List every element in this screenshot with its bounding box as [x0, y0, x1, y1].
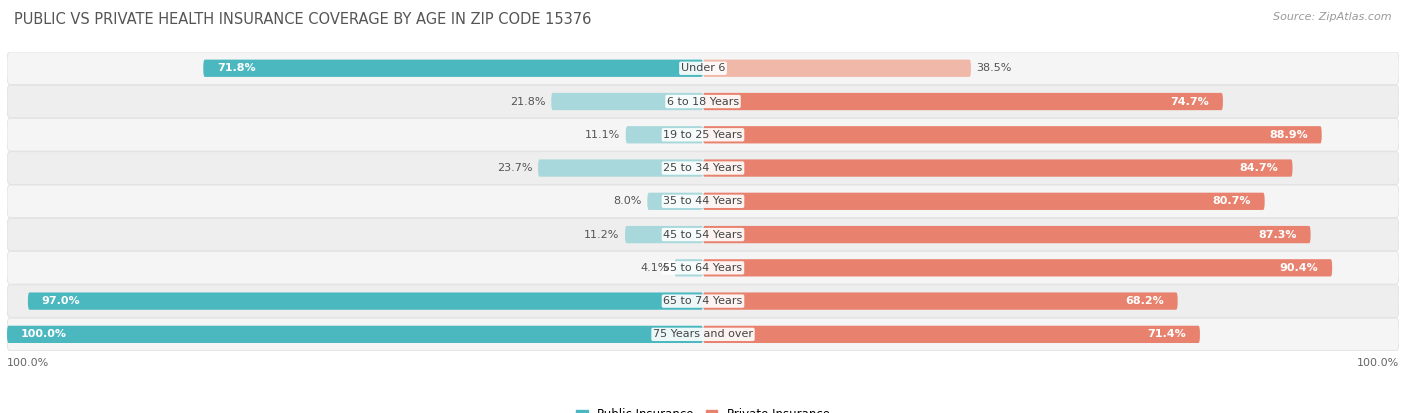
Text: 87.3%: 87.3%: [1258, 230, 1296, 240]
FancyBboxPatch shape: [7, 152, 1399, 184]
FancyBboxPatch shape: [703, 126, 1322, 143]
Text: 8.0%: 8.0%: [613, 196, 641, 206]
Text: Source: ZipAtlas.com: Source: ZipAtlas.com: [1274, 12, 1392, 22]
Text: 68.2%: 68.2%: [1125, 296, 1164, 306]
FancyBboxPatch shape: [703, 226, 1310, 243]
Text: 19 to 25 Years: 19 to 25 Years: [664, 130, 742, 140]
FancyBboxPatch shape: [28, 292, 703, 310]
FancyBboxPatch shape: [703, 59, 972, 77]
Text: 23.7%: 23.7%: [496, 163, 533, 173]
FancyBboxPatch shape: [7, 218, 1399, 251]
Text: 74.7%: 74.7%: [1170, 97, 1209, 107]
Text: 90.4%: 90.4%: [1279, 263, 1319, 273]
FancyBboxPatch shape: [551, 93, 703, 110]
Text: 11.1%: 11.1%: [585, 130, 620, 140]
Legend: Public Insurance, Private Insurance: Public Insurance, Private Insurance: [576, 408, 830, 413]
Text: Under 6: Under 6: [681, 63, 725, 73]
Text: 84.7%: 84.7%: [1240, 163, 1278, 173]
FancyBboxPatch shape: [204, 59, 703, 77]
Text: 100.0%: 100.0%: [21, 329, 67, 339]
FancyBboxPatch shape: [7, 52, 1399, 85]
Text: 21.8%: 21.8%: [510, 97, 546, 107]
Text: 65 to 74 Years: 65 to 74 Years: [664, 296, 742, 306]
FancyBboxPatch shape: [703, 292, 1178, 310]
FancyBboxPatch shape: [703, 192, 1264, 210]
FancyBboxPatch shape: [538, 159, 703, 177]
FancyBboxPatch shape: [647, 192, 703, 210]
FancyBboxPatch shape: [626, 126, 703, 143]
Text: 80.7%: 80.7%: [1212, 196, 1251, 206]
Text: 4.1%: 4.1%: [641, 263, 669, 273]
Text: 100.0%: 100.0%: [7, 358, 49, 368]
FancyBboxPatch shape: [703, 159, 1292, 177]
FancyBboxPatch shape: [7, 119, 1399, 151]
FancyBboxPatch shape: [703, 93, 1223, 110]
Text: 75 Years and over: 75 Years and over: [652, 329, 754, 339]
Text: 25 to 34 Years: 25 to 34 Years: [664, 163, 742, 173]
FancyBboxPatch shape: [703, 259, 1331, 276]
Text: 71.4%: 71.4%: [1147, 329, 1187, 339]
FancyBboxPatch shape: [7, 185, 1399, 218]
FancyBboxPatch shape: [7, 318, 1399, 351]
Text: 45 to 54 Years: 45 to 54 Years: [664, 230, 742, 240]
Text: 38.5%: 38.5%: [977, 63, 1012, 73]
Text: PUBLIC VS PRIVATE HEALTH INSURANCE COVERAGE BY AGE IN ZIP CODE 15376: PUBLIC VS PRIVATE HEALTH INSURANCE COVER…: [14, 12, 592, 27]
Text: 71.8%: 71.8%: [217, 63, 256, 73]
Text: 6 to 18 Years: 6 to 18 Years: [666, 97, 740, 107]
FancyBboxPatch shape: [703, 326, 1199, 343]
Text: 55 to 64 Years: 55 to 64 Years: [664, 263, 742, 273]
Text: 97.0%: 97.0%: [42, 296, 80, 306]
Text: 11.2%: 11.2%: [583, 230, 620, 240]
FancyBboxPatch shape: [7, 85, 1399, 118]
Text: 35 to 44 Years: 35 to 44 Years: [664, 196, 742, 206]
Text: 88.9%: 88.9%: [1270, 130, 1308, 140]
FancyBboxPatch shape: [7, 326, 703, 343]
FancyBboxPatch shape: [7, 285, 1399, 318]
Text: 100.0%: 100.0%: [1357, 358, 1399, 368]
FancyBboxPatch shape: [626, 226, 703, 243]
FancyBboxPatch shape: [675, 259, 703, 276]
FancyBboxPatch shape: [7, 252, 1399, 284]
